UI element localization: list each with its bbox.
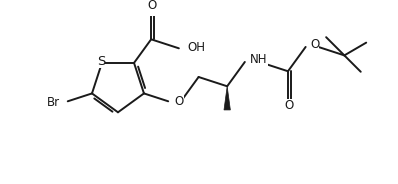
Text: OH: OH [187, 41, 205, 54]
Text: O: O [284, 99, 293, 112]
Text: O: O [175, 95, 184, 108]
Text: O: O [310, 38, 320, 51]
Polygon shape [224, 86, 230, 110]
Text: NH: NH [250, 53, 268, 66]
Text: O: O [147, 0, 157, 12]
Text: S: S [97, 55, 105, 68]
Text: Br: Br [47, 96, 60, 109]
